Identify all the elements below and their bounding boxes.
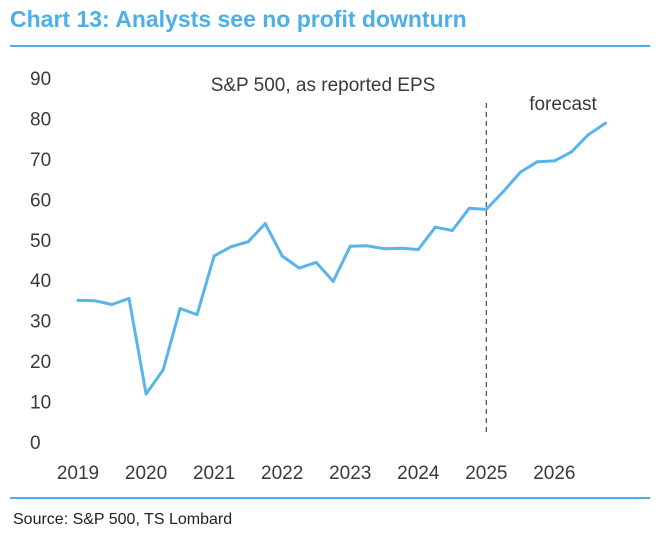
eps-data-point [110,302,114,306]
eps-data-point [586,133,590,137]
eps-data-point [501,190,505,194]
x-tick-label: 2026 [533,463,575,484]
eps-data-point [603,121,607,125]
eps-data-point [144,392,148,396]
y-tick-label: 60 [30,190,51,211]
y-tick-label: 90 [30,69,51,90]
x-axis-ticks: 2019 2020 2021 2022 2023 2024 2025 2026 [57,463,576,484]
eps-data-point [161,368,165,372]
x-tick-label: 2021 [193,463,235,484]
y-axis-ticks: 0 10 20 30 40 50 60 70 80 90 [30,69,51,454]
eps-data-point [399,246,403,250]
x-tick-label: 2025 [465,463,507,484]
eps-data-point [263,222,267,226]
eps-data-point [314,260,318,264]
eps-data-point [382,247,386,251]
y-tick-label: 70 [30,150,51,171]
y-tick-label: 10 [30,393,51,414]
x-tick-label: 2024 [397,463,440,484]
y-tick-label: 20 [30,352,51,373]
eps-data-point [297,266,301,270]
eps-data-point [484,207,488,211]
eps-data-point [348,244,352,248]
title-rule [10,45,650,47]
eps-points [76,121,607,396]
y-tick-label: 30 [30,312,51,333]
forecast-label: forecast [529,94,597,115]
x-tick-label: 2023 [329,463,371,484]
eps-data-point [552,159,556,163]
eps-data-point [93,299,97,303]
chart-subtitle: S&P 500, as reported EPS [211,75,436,96]
eps-data-point [518,170,522,174]
y-tick-label: 0 [30,433,41,454]
eps-data-point [450,228,454,232]
eps-data-point [433,225,437,229]
eps-data-point [569,150,573,154]
eps-data-point [535,160,539,164]
eps-series-line [76,121,607,396]
eps-data-point [246,240,250,244]
y-tick-label: 40 [30,271,51,292]
eps-data-point [467,206,471,210]
eps-data-point [127,296,131,300]
eps-data-point [280,254,284,258]
eps-data-point [76,298,80,302]
x-tick-label: 2019 [57,463,99,484]
eps-data-point [178,307,182,311]
eps-data-point [331,279,335,283]
x-tick-label: 2020 [125,463,167,484]
chart-title: Chart 13: Analysts see no profit downtur… [10,6,467,32]
eps-data-point [195,313,199,317]
source-rule [10,497,650,499]
eps-data-point [212,254,216,258]
y-tick-label: 50 [30,231,51,252]
y-tick-label: 80 [30,109,51,130]
eps-data-point [229,245,233,249]
source-note: Source: S&P 500, TS Lombard [13,511,233,528]
eps-data-point [365,244,369,248]
eps-data-point [416,247,420,251]
x-tick-label: 2022 [261,463,303,484]
